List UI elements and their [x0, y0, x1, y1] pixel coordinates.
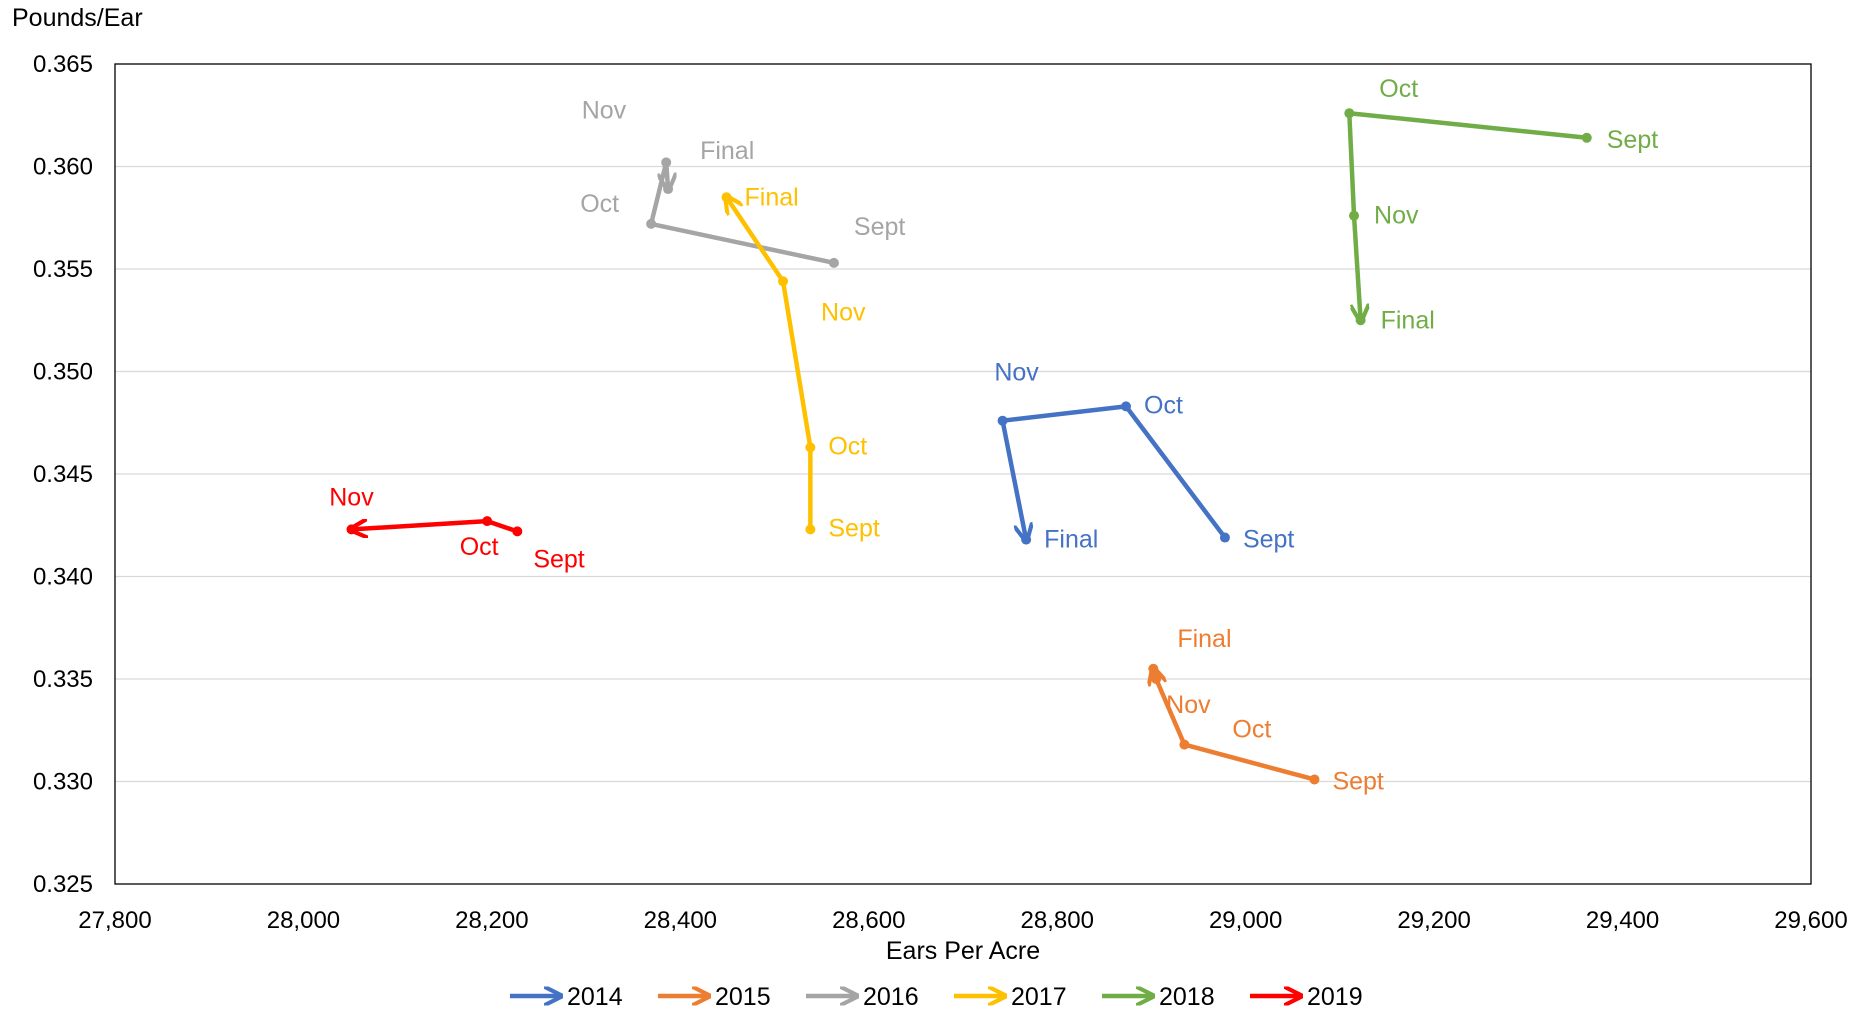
y-axis-title: Pounds/Ear — [12, 4, 143, 32]
data-label: Final — [1381, 306, 1435, 334]
series-line-2018 — [1347, 110, 1587, 320]
data-point — [1151, 674, 1162, 684]
data-label: Oct — [1379, 75, 1418, 103]
data-point — [663, 184, 674, 195]
data-point — [828, 257, 839, 268]
series-2019: Sept Oct Nov — [329, 483, 585, 573]
data-label: Nov — [582, 96, 627, 124]
x-tick-label: 29,200 — [1397, 907, 1470, 934]
plot-area — [114, 63, 1812, 885]
x-tick-label: 28,600 — [832, 907, 905, 934]
series-line-2014 — [1000, 404, 1227, 539]
series-2016: Sept Oct Nov Final — [580, 96, 905, 268]
y-tick-label: 0.355 — [33, 256, 93, 283]
data-point — [997, 415, 1008, 426]
data-point — [1021, 534, 1032, 545]
y-tick-label: 0.330 — [33, 769, 93, 796]
data-label: Oct — [1144, 391, 1183, 419]
data-label: Nov — [994, 359, 1039, 387]
y-tick-label: 0.360 — [33, 154, 93, 181]
data-point — [1344, 108, 1355, 119]
y-tick-label: 0.365 — [33, 51, 93, 78]
data-label: Final — [700, 137, 754, 165]
legend-item-2014: 2014 — [510, 983, 623, 1011]
data-point — [1179, 739, 1190, 750]
y-axis: 0.325 0.330 0.335 0.340 0.345 0.350 0.355 0.360… — [33, 51, 93, 898]
data-label: Final — [1177, 625, 1231, 653]
x-tick-label: 29,600 — [1774, 907, 1847, 934]
legend: 2014 2015 2016 2017 2018 2019 — [510, 983, 1363, 1011]
data-point — [1121, 401, 1132, 412]
data-label: Oct — [828, 432, 867, 460]
series-line-2016 — [648, 160, 835, 266]
data-point — [1355, 315, 1366, 326]
y-tick-label: 0.350 — [33, 359, 93, 386]
data-label: Nov — [329, 483, 374, 511]
data-label: Oct — [460, 533, 499, 561]
series-2017: Sept Oct Nov Final — [721, 183, 880, 542]
series-group: Sept Oct Nov Final Sept Oct Nov Final Sept Oct Nov… — [329, 75, 1658, 795]
x-axis-title: Ears Per Acre — [886, 937, 1040, 965]
data-point — [1581, 132, 1592, 143]
data-point — [805, 524, 816, 535]
data-label: Sept — [854, 213, 905, 241]
legend-label: 2016 — [863, 983, 919, 1011]
gridlines — [115, 165, 1811, 783]
series-2014: Sept Oct Nov Final — [994, 359, 1294, 554]
series-line-2019 — [351, 518, 519, 531]
legend-item-2018: 2018 — [1102, 983, 1215, 1011]
data-label: Nov — [1166, 691, 1211, 719]
series-2015: Sept Oct Nov Final — [1148, 625, 1384, 795]
data-label: Oct — [1232, 716, 1271, 744]
data-label: Final — [1044, 526, 1098, 554]
x-tick-label: 29,000 — [1209, 907, 1282, 934]
data-point — [1219, 532, 1230, 543]
data-label: Nov — [821, 298, 866, 326]
x-tick-label: 27,800 — [78, 907, 151, 934]
data-point — [1349, 210, 1360, 221]
legend-label: 2014 — [567, 983, 623, 1011]
legend-label: 2018 — [1159, 983, 1215, 1011]
data-label: Sept — [1607, 126, 1658, 154]
y-tick-label: 0.325 — [33, 871, 93, 898]
data-point — [646, 218, 657, 229]
y-tick-label: 0.345 — [33, 461, 93, 488]
x-tick-label: 29,400 — [1586, 907, 1659, 934]
data-label: Sept — [1243, 526, 1294, 554]
data-label: Oct — [580, 190, 619, 218]
legend-item-2016: 2016 — [806, 983, 919, 1011]
data-point — [482, 516, 493, 527]
data-label: Sept — [828, 514, 879, 542]
data-point — [346, 524, 357, 535]
data-point — [512, 526, 523, 537]
data-point — [1309, 774, 1320, 785]
legend-label: 2017 — [1011, 983, 1067, 1011]
y-tick-label: 0.335 — [33, 666, 93, 693]
x-tick-label: 28,400 — [644, 907, 717, 934]
data-point — [721, 192, 732, 203]
legend-label: 2019 — [1307, 983, 1363, 1011]
legend-item-2017: 2017 — [954, 983, 1067, 1011]
data-label: Sept — [533, 545, 584, 573]
data-label: Sept — [1332, 767, 1383, 795]
x-tick-label: 28,800 — [1021, 907, 1094, 934]
series-line-2015 — [1153, 669, 1316, 782]
series-2018: Sept Oct Nov Final — [1344, 75, 1658, 334]
series-line-2017 — [727, 197, 813, 530]
data-label: Final — [745, 183, 799, 211]
data-label: Nov — [1374, 202, 1419, 230]
legend-label: 2015 — [715, 983, 771, 1011]
data-point — [778, 276, 789, 287]
x-tick-label: 28,200 — [455, 907, 528, 934]
data-point — [805, 442, 816, 453]
x-tick-label: 28,000 — [267, 907, 340, 934]
data-point — [1148, 663, 1159, 674]
legend-item-2015: 2015 — [658, 983, 771, 1011]
x-axis: 27,800 28,000 28,200 28,400 28,600 28,800 29,0… — [78, 907, 1847, 934]
y-tick-label: 0.340 — [33, 564, 93, 591]
data-point — [661, 157, 672, 168]
legend-item-2019: 2019 — [1250, 983, 1363, 1011]
